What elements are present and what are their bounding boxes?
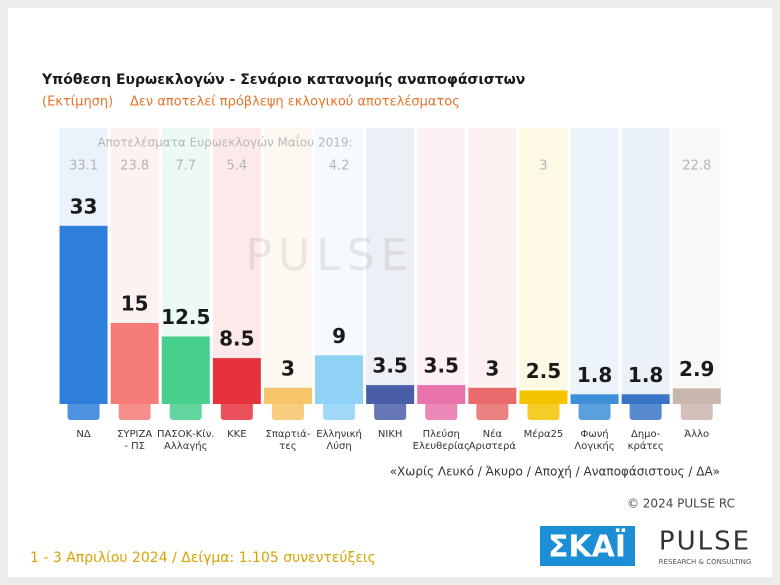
x-tick-label: Ελευθερίας bbox=[413, 440, 470, 452]
previous-value: 23.8 bbox=[120, 159, 149, 174]
value-label: 2.5 bbox=[526, 359, 561, 383]
column-bg bbox=[672, 128, 721, 404]
value-label: 33 bbox=[70, 194, 98, 218]
party-logo bbox=[578, 402, 611, 420]
logo-box bbox=[540, 526, 635, 566]
value-label: 15 bbox=[121, 292, 149, 316]
x-tick-label: Λύση bbox=[326, 440, 351, 452]
party-logo bbox=[527, 402, 560, 420]
logo-left: ΣΚΑΪ bbox=[548, 529, 626, 565]
x-tick-label: Μέρα25 bbox=[524, 428, 564, 440]
party-logo bbox=[629, 402, 662, 420]
bar bbox=[519, 390, 568, 404]
value-label: 9 bbox=[332, 324, 346, 348]
party-logo bbox=[67, 402, 100, 420]
column-bg bbox=[621, 128, 670, 404]
x-tick-label: Αλλαγής bbox=[164, 440, 207, 452]
x-tick-label: Φωνή bbox=[580, 428, 608, 440]
x-tick-label: Νέα bbox=[483, 428, 503, 440]
value-label: 3.5 bbox=[372, 354, 407, 378]
value-label: 3 bbox=[485, 356, 499, 380]
bar bbox=[672, 388, 721, 404]
x-tick-label: τες bbox=[279, 441, 296, 452]
logo-right: PULSE bbox=[659, 527, 751, 557]
subtitle-note: (Εκτίμηση) bbox=[42, 95, 113, 110]
bar bbox=[315, 355, 364, 404]
watermark: PULSE bbox=[246, 230, 415, 281]
party-logo bbox=[271, 402, 304, 420]
copyright: © 2024 PULSE RC bbox=[627, 497, 735, 511]
column-bg bbox=[366, 128, 415, 404]
x-tick-label: ΠΑΣΟΚ-Κίν. bbox=[157, 428, 214, 440]
previous-value: 33.1 bbox=[69, 159, 98, 174]
party-logo bbox=[220, 402, 253, 420]
party-logo bbox=[425, 402, 458, 420]
subtitle: Δεν αποτελεί πρόβλεψη εκλογικού αποτελέσ… bbox=[130, 95, 460, 110]
chart-title: Υπόθεση Ευρωεκλογών - Σενάριο κατανομής … bbox=[41, 72, 525, 88]
bar bbox=[417, 385, 466, 404]
x-tick-label: Σπαρτιά- bbox=[266, 428, 311, 440]
bar bbox=[110, 323, 159, 404]
bar bbox=[263, 387, 312, 404]
value-label: 12.5 bbox=[161, 305, 210, 329]
previous-value: 7.7 bbox=[175, 159, 196, 174]
x-tick-label: - ΠΣ bbox=[124, 441, 145, 452]
party-logo bbox=[118, 402, 151, 420]
bar bbox=[468, 387, 517, 404]
column-bg bbox=[263, 128, 312, 404]
previous-value: 3 bbox=[539, 159, 547, 174]
bar bbox=[366, 385, 415, 404]
value-label: 3.5 bbox=[424, 354, 459, 378]
x-tick-label: Αριστερά bbox=[469, 440, 517, 452]
bar bbox=[59, 225, 108, 404]
x-tick-label: Πλεύση bbox=[423, 428, 460, 440]
bar bbox=[212, 358, 261, 404]
party-logo bbox=[323, 402, 356, 420]
survey-info: 1 - 3 Απριλίου 2024 / Δείγμα: 1.105 συνε… bbox=[30, 550, 376, 566]
x-tick-label: Δημο- bbox=[631, 429, 661, 440]
x-tick-label: ΝΙΚΗ bbox=[378, 429, 403, 440]
party-logo bbox=[680, 402, 713, 420]
panel bbox=[8, 8, 772, 577]
previous-value: 22.8 bbox=[682, 159, 711, 174]
value-label: 1.8 bbox=[577, 363, 612, 387]
value-label: 2.9 bbox=[679, 357, 714, 381]
x-tick-label: ΣΥΡΙΖΑ bbox=[117, 429, 152, 440]
previous-label: Αποτελέσματα Ευρωεκλογών Μαΐου 2019: bbox=[97, 135, 352, 150]
previous-value: 5.4 bbox=[227, 159, 248, 174]
bar bbox=[570, 394, 619, 404]
bar bbox=[161, 336, 210, 404]
value-label: 8.5 bbox=[219, 327, 254, 351]
x-tick-label: Ελληνική bbox=[316, 428, 362, 440]
logo-right-sub: RESEARCH & CONSULTING bbox=[659, 558, 752, 566]
x-tick-label: κράτες bbox=[628, 440, 664, 452]
bar bbox=[621, 394, 670, 404]
x-tick-label: ΚΚΕ bbox=[227, 429, 246, 440]
party-logo bbox=[169, 402, 202, 420]
column-bg bbox=[468, 128, 517, 404]
column-bg bbox=[570, 128, 619, 404]
x-tick-label: Άλλο bbox=[684, 428, 709, 440]
previous-value: 4.2 bbox=[329, 159, 350, 174]
footnote: «Χωρίς Λευκό / Άκυρο / Αποχή / Αναποφάσι… bbox=[390, 465, 720, 479]
column-bg bbox=[212, 128, 261, 404]
party-logo bbox=[476, 402, 509, 420]
party-logo bbox=[374, 402, 407, 420]
value-label: 3 bbox=[281, 356, 295, 380]
column-bg bbox=[519, 128, 568, 404]
x-tick-label: ΝΔ bbox=[76, 429, 90, 440]
value-label: 1.8 bbox=[628, 363, 663, 387]
x-tick-label: Λογικής bbox=[574, 440, 614, 452]
column-bg bbox=[417, 128, 466, 404]
